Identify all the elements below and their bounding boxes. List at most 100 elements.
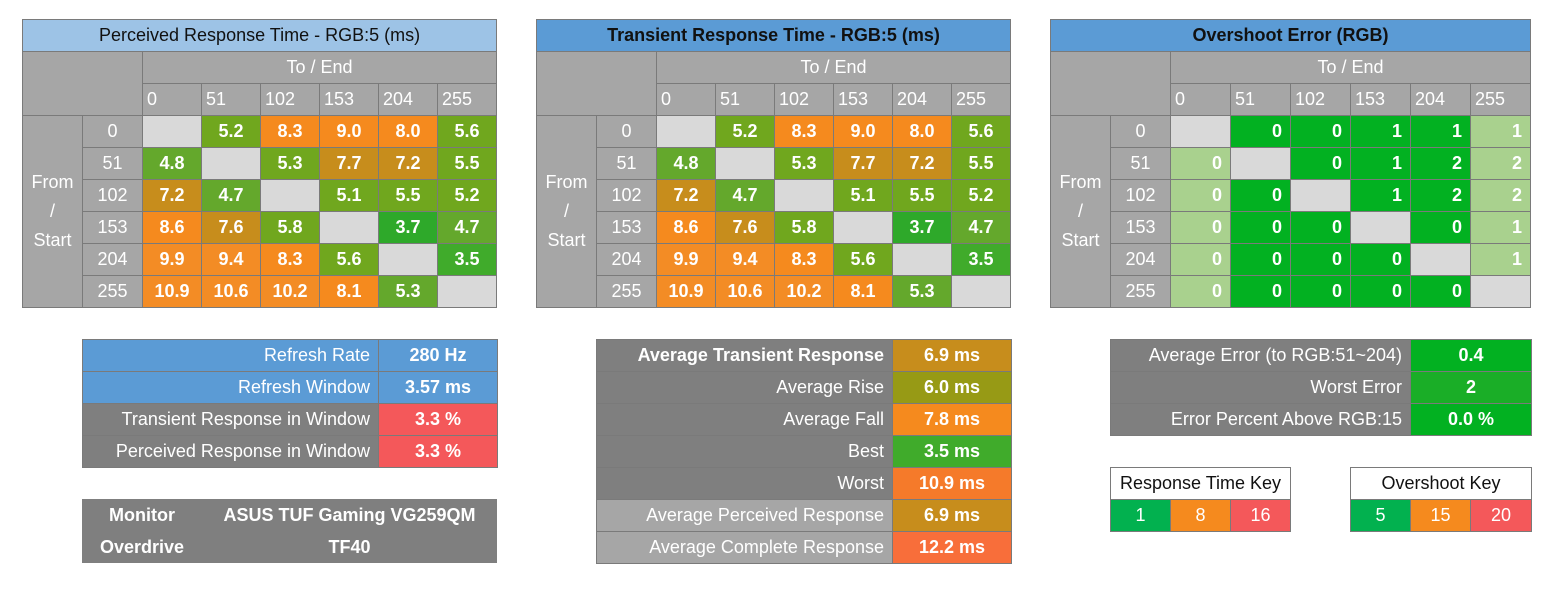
col-header: 51 [715, 83, 775, 116]
worst-label: Worst [596, 467, 893, 500]
grid-cell: 4.7 [715, 179, 775, 212]
grid-cell: 1 [1469, 211, 1532, 244]
grid-cell: 8.1 [833, 275, 893, 308]
avg-complete-label: Average Complete Response [596, 531, 893, 564]
grid-cell: 9.4 [201, 243, 261, 276]
grid-cell: 0 [1410, 211, 1471, 244]
response-time-key: Response Time Key 1 8 16 [1109, 467, 1292, 532]
row-header: 204 [82, 243, 143, 276]
grid-cell: 7.6 [201, 211, 261, 244]
col-header: 204 [1410, 83, 1471, 116]
col-header: 0 [656, 83, 716, 116]
grid-cell: 5.3 [892, 275, 952, 308]
avg-error-label: Average Error (to RGB:51~204) [1110, 339, 1411, 372]
grid-cell: 5.8 [774, 211, 834, 244]
grid-cell [436, 275, 498, 308]
grid-cell: 5.3 [260, 147, 320, 180]
perceived-grid: Perceived Response Time - RGB:5 (ms) To … [21, 19, 498, 308]
worst-error-value: 2 [1410, 371, 1532, 404]
grid-cell: 1 [1469, 243, 1532, 276]
grid-cell: 5.1 [833, 179, 893, 212]
grid-cell: 8.6 [142, 211, 202, 244]
grid-cell [1469, 275, 1532, 308]
grid-cell: 2 [1410, 147, 1471, 180]
grid-cell: 10.9 [142, 275, 202, 308]
grid-corner [22, 51, 143, 116]
grid-cell: 5.2 [201, 115, 261, 148]
col-header: 51 [1230, 83, 1291, 116]
grid-cell: 0 [1230, 179, 1291, 212]
avg-perceived-value: 6.9 ms [892, 499, 1012, 532]
row-header: 153 [82, 211, 143, 244]
grid-cell: 4.7 [436, 211, 498, 244]
grid-cell: 5.8 [260, 211, 320, 244]
transient-title: Transient Response Time - RGB:5 (ms) [536, 19, 1011, 52]
grid-cell: 1 [1350, 115, 1411, 148]
grid-cell: 4.8 [656, 147, 716, 180]
grid-cell [656, 115, 716, 148]
grid-cell: 0 [1410, 275, 1471, 308]
grid-cell: 7.2 [142, 179, 202, 212]
grid-cell: 0 [1170, 211, 1231, 244]
grid-cell: 8.0 [378, 115, 438, 148]
avg-rise-value: 6.0 ms [892, 371, 1012, 404]
col-header: 153 [1350, 83, 1411, 116]
grid-cell: 10.9 [656, 275, 716, 308]
avg-transient-value: 6.9 ms [892, 339, 1012, 372]
row-header: 255 [1110, 275, 1171, 308]
col-header: 153 [833, 83, 893, 116]
grid-cell: 8.3 [260, 115, 320, 148]
grid-cell: 0 [1290, 211, 1351, 244]
grid-cell: 0 [1290, 147, 1351, 180]
response-key-value: 8 [1170, 499, 1231, 532]
error-percent-label: Error Percent Above RGB:15 [1110, 403, 1411, 436]
grid-cell: 5.5 [892, 179, 952, 212]
row-header: 153 [1110, 211, 1171, 244]
grid-cell: 4.7 [951, 211, 1011, 244]
grid-cell: 8.6 [656, 211, 716, 244]
row-header: 51 [82, 147, 143, 180]
grid-cell: 0 [1350, 243, 1411, 276]
col-header: 204 [892, 83, 952, 116]
grid-cell: 5.5 [951, 147, 1011, 180]
overshoot-key-title: Overshoot Key [1350, 467, 1532, 500]
grid-cell: 9.9 [142, 243, 202, 276]
grid-cell: 8.0 [892, 115, 952, 148]
grid-cell [715, 147, 775, 180]
avg-perceived-label: Average Perceived Response [596, 499, 893, 532]
response-key-value: 1 [1110, 499, 1171, 532]
row-header: 0 [1110, 115, 1171, 148]
grid-cell: 0 [1230, 211, 1291, 244]
grid-cell: 7.2 [378, 147, 438, 180]
perceived-in-window-label: Perceived Response in Window [82, 435, 379, 468]
grid-cell: 3.7 [378, 211, 438, 244]
col-header: 51 [201, 83, 261, 116]
refresh-window-label: Refresh Window [82, 371, 379, 404]
refresh-window-value: 3.57 ms [378, 371, 498, 404]
avg-rise-label: Average Rise [596, 371, 893, 404]
grid-cell: 9.9 [656, 243, 716, 276]
grid-cell: 5.3 [774, 147, 834, 180]
grid-cell [774, 179, 834, 212]
response-key-title: Response Time Key [1109, 467, 1292, 500]
grid-cell: 7.2 [656, 179, 716, 212]
perceived-title: Perceived Response Time - RGB:5 (ms) [21, 19, 498, 52]
grid-cell [1410, 243, 1471, 276]
grid-cell: 2 [1469, 147, 1532, 180]
col-header: 255 [1469, 83, 1532, 116]
grid-cell: 1 [1350, 147, 1411, 180]
refresh-table: Refresh Rate 280 Hz Refresh Window 3.57 … [82, 339, 498, 468]
grid-cell [1350, 211, 1411, 244]
col-header: 102 [774, 83, 834, 116]
grid-cell: 4.8 [142, 147, 202, 180]
from-start-label: From / Start [22, 115, 83, 308]
overshoot-key-value: 15 [1410, 499, 1471, 532]
worst-value: 10.9 ms [892, 467, 1012, 500]
grid-cell: 3.5 [436, 243, 498, 276]
col-header: 0 [142, 83, 202, 116]
grid-cell: 8.1 [319, 275, 379, 308]
transient-grid: Transient Response Time - RGB:5 (ms) To … [536, 19, 1011, 308]
row-header: 204 [1110, 243, 1171, 276]
to-end-label: To / End [656, 51, 1011, 84]
col-header: 102 [1290, 83, 1351, 116]
